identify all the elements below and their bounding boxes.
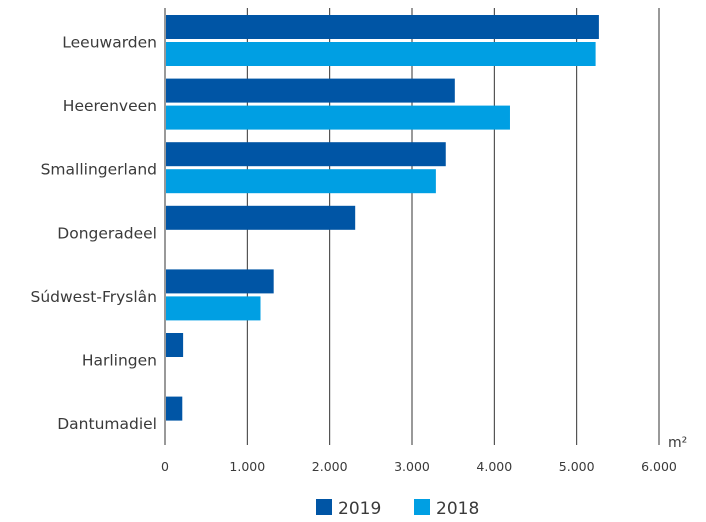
x-tick-label: 1.000 [229,459,265,474]
bar-2019 [166,142,446,167]
x-tick-label: 3.000 [394,459,430,474]
x-tick-label: 6.000 [641,459,677,474]
category-label: Heerenveen [63,97,157,115]
bars [166,15,599,421]
category-label: Harlingen [82,352,157,370]
category-labels: Leeuwarden Heerenveen Smallingerland Donger… [31,34,158,434]
legend-swatch-2018 [414,499,430,515]
bar-2019 [166,205,356,230]
bar-2018 [166,169,436,194]
x-axis-unit-label: m² [668,435,687,451]
category-label: Súdwest-Fryslân [31,288,158,306]
category-label: Dongeradeel [57,224,157,242]
bar-2019 [166,333,184,357]
x-tick-label: 4.000 [476,459,512,474]
bar-2018 [166,296,261,321]
bar-2018 [166,105,510,130]
x-tick-label: 5.000 [559,459,595,474]
category-label: Smallingerland [41,161,157,179]
bar-2019 [166,269,274,294]
legend-swatch-2019 [316,499,332,515]
bar-2019 [166,396,183,421]
category-label: Dantumadiel [57,415,157,433]
legend-label: 2018 [436,499,479,519]
legend-label: 2019 [338,499,381,519]
x-axis-tick-labels: 0 1.000 2.000 3.000 4.000 5.000 6.000 [161,459,677,474]
x-tick-label: 0 [161,459,169,474]
bar-2019 [166,78,455,103]
bar-2018 [166,42,596,66]
x-tick-label: 2.000 [312,459,348,474]
legend: 2019 2018 [316,499,479,519]
bar-2019 [166,15,599,39]
category-label: Leeuwarden [62,34,157,52]
